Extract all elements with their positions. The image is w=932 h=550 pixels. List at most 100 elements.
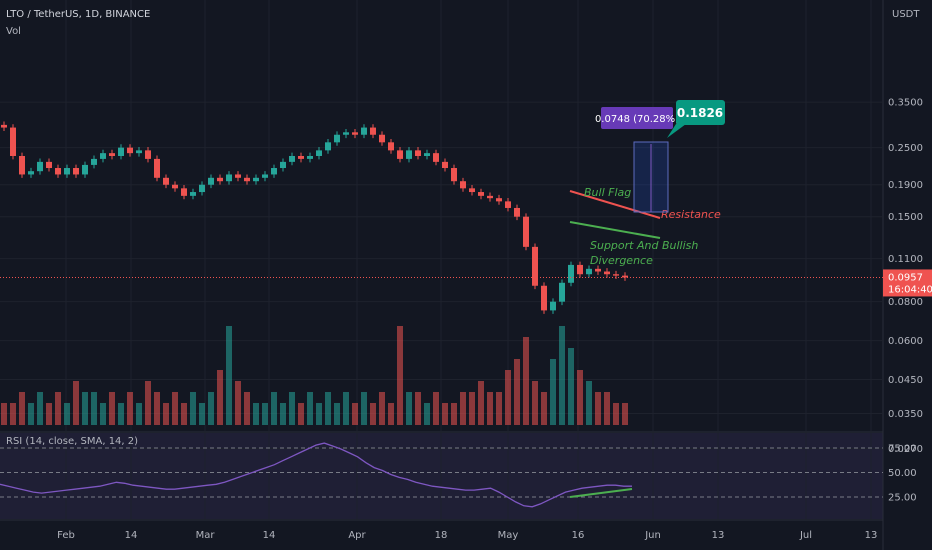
candle-body bbox=[532, 246, 538, 286]
resistance-line bbox=[569, 190, 661, 219]
candle-body bbox=[379, 134, 385, 143]
volume-bar bbox=[253, 403, 259, 425]
candle-body bbox=[424, 153, 430, 156]
volume-bar bbox=[415, 392, 421, 425]
volume-bar bbox=[406, 392, 412, 425]
candle-body bbox=[100, 153, 106, 159]
volume-bar bbox=[172, 392, 178, 425]
support-line bbox=[569, 221, 661, 239]
last-price-value: 0.0957 bbox=[888, 272, 923, 283]
candle-body bbox=[226, 174, 232, 182]
price-tick-label: 0.1900 bbox=[888, 180, 923, 191]
volume-bar bbox=[442, 403, 448, 425]
candle-body bbox=[433, 153, 439, 162]
volume-bar bbox=[244, 392, 250, 425]
candle-body bbox=[253, 177, 259, 182]
volume-bar bbox=[469, 392, 475, 425]
price-tick-label: 0.0600 bbox=[888, 336, 923, 347]
rsi-tick-label: 25.00 bbox=[888, 493, 917, 504]
candle-body bbox=[397, 150, 403, 159]
candle-body bbox=[244, 177, 250, 182]
candle-body bbox=[325, 142, 331, 151]
candle-body bbox=[469, 188, 475, 193]
volume-bars bbox=[1, 326, 628, 425]
grid bbox=[0, 0, 883, 520]
time-tick-label: May bbox=[498, 530, 519, 541]
countdown-value: 16:04:40 bbox=[888, 284, 932, 295]
candle-body bbox=[406, 150, 412, 159]
volume-bar bbox=[550, 359, 556, 425]
volume-bar bbox=[1, 403, 7, 425]
candle-body bbox=[208, 177, 214, 185]
price-tick-label: 0.3500 bbox=[888, 98, 923, 109]
price-tick-label: 0.0350 bbox=[888, 409, 923, 420]
candle-body bbox=[19, 155, 25, 175]
price-tick-label: 0.0450 bbox=[888, 375, 923, 386]
candle-body bbox=[172, 184, 178, 189]
time-tick-label: Jun bbox=[644, 530, 661, 541]
candle-body bbox=[64, 168, 70, 175]
price-tick-label: 0.1100 bbox=[888, 254, 923, 265]
price-tick-label: 0.0270 bbox=[888, 444, 923, 455]
volume-bar bbox=[217, 370, 223, 425]
volume-bar bbox=[289, 392, 295, 425]
volume-bar bbox=[595, 392, 601, 425]
candle-body bbox=[451, 168, 457, 182]
time-tick-label: 13 bbox=[865, 530, 878, 541]
bull-flag-label: Bull Flag bbox=[584, 186, 631, 199]
volume-bar bbox=[334, 403, 340, 425]
volume-bar bbox=[280, 403, 286, 425]
candle-body bbox=[577, 264, 583, 275]
candle-body bbox=[487, 195, 493, 199]
volume-bar bbox=[361, 392, 367, 425]
target-box bbox=[676, 100, 725, 125]
candle-body bbox=[136, 150, 142, 154]
price-tick-label: 0.0800 bbox=[888, 297, 923, 308]
candles bbox=[1, 121, 628, 314]
volume-bar bbox=[379, 392, 385, 425]
candle-body bbox=[478, 192, 484, 196]
volume-bar bbox=[613, 403, 619, 425]
candle-body bbox=[559, 282, 565, 302]
volume-bar bbox=[262, 403, 268, 425]
volume-bar bbox=[235, 381, 241, 425]
time-tick-label: 14 bbox=[125, 530, 138, 541]
time-tick-label: 18 bbox=[435, 530, 448, 541]
rsi-tick-label: 50.00 bbox=[888, 468, 917, 479]
currency-label: USDT bbox=[892, 9, 920, 20]
rsi-line bbox=[0, 442, 632, 508]
volume-bar bbox=[82, 392, 88, 425]
candle-body bbox=[154, 158, 160, 178]
volume-bar bbox=[523, 337, 529, 425]
volume-bar bbox=[478, 381, 484, 425]
symbol-title[interactable]: LTO / TetherUS, 1D, BINANCE bbox=[6, 9, 151, 20]
volume-bar bbox=[424, 403, 430, 425]
volume-bar bbox=[19, 392, 25, 425]
candle-body bbox=[271, 168, 277, 175]
volume-bar bbox=[73, 381, 79, 425]
candle-body bbox=[181, 188, 187, 196]
candle-body bbox=[442, 161, 448, 169]
time-tick-label: 14 bbox=[263, 530, 276, 541]
last-price-tag bbox=[883, 269, 932, 297]
candle-body bbox=[505, 201, 511, 208]
time-tick-label: 16 bbox=[572, 530, 585, 541]
candle-body bbox=[460, 181, 466, 189]
volume-bar bbox=[28, 403, 34, 425]
annotations: Bull Flag Resistance Support And Bullish Di… bbox=[0, 100, 883, 278]
time-tick-label: Feb bbox=[57, 530, 75, 541]
rsi-label[interactable]: RSI (14, close, SMA, 14, 2) bbox=[6, 436, 139, 447]
volume-bar bbox=[370, 403, 376, 425]
candle-body bbox=[361, 127, 367, 135]
candle-body bbox=[127, 147, 133, 154]
candle-body bbox=[1, 124, 7, 128]
candle-body bbox=[118, 147, 124, 156]
volume-bar bbox=[541, 392, 547, 425]
volume-bar bbox=[451, 403, 457, 425]
volume-bar bbox=[487, 392, 493, 425]
candle-body bbox=[595, 268, 601, 272]
candle-body bbox=[190, 192, 196, 196]
candle-body bbox=[91, 158, 97, 165]
